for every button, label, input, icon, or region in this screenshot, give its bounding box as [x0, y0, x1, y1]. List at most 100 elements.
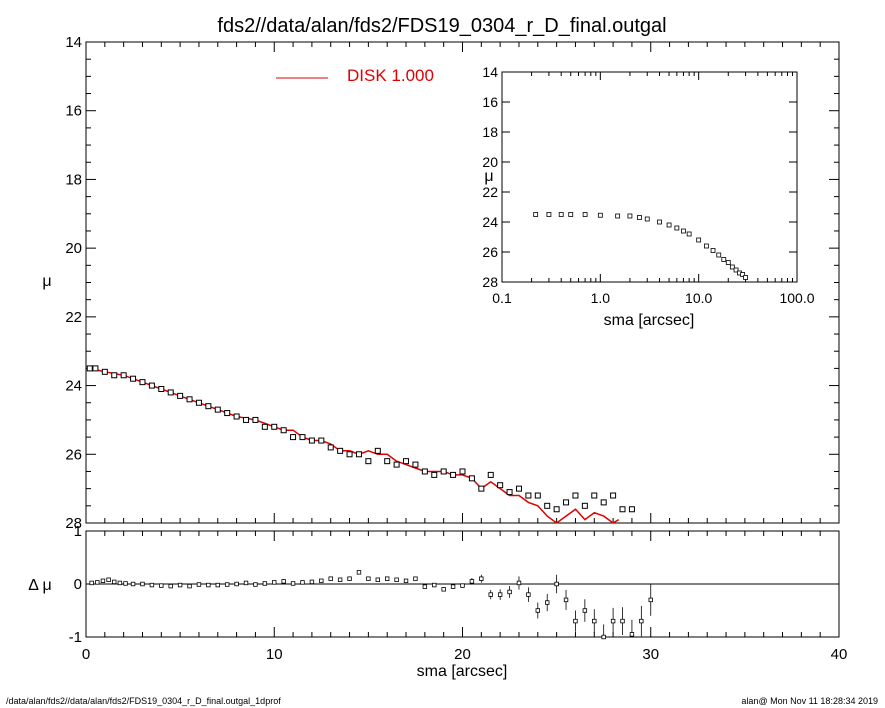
- residual-axis-ticks: 10-10 10 20 30 40: [69, 523, 848, 663]
- inset-data-point: [704, 243, 709, 249]
- data-point: [619, 506, 626, 513]
- main-y-tick-label: 28: [65, 515, 82, 532]
- residual-x-tick-label: 30: [642, 646, 659, 663]
- data-point: [92, 365, 99, 372]
- data-point: [346, 451, 353, 458]
- residual-point: [356, 570, 362, 575]
- inset-data-point: [666, 222, 672, 228]
- data-point: [544, 502, 551, 509]
- residual-panel: 10-10 10 20 30 40 Δ μ sma [arcsec]: [28, 523, 847, 680]
- inset-y-tick-label: 20: [482, 154, 498, 170]
- data-point: [365, 458, 372, 465]
- main-y-label: μ: [42, 273, 51, 290]
- data-point: [563, 499, 570, 506]
- residual-point: [309, 579, 315, 585]
- residual-point: [516, 580, 522, 586]
- footer-right: alan@ Mon Nov 11 18:28:34 2019: [741, 696, 878, 706]
- data-point: [610, 492, 617, 499]
- residual-point: [149, 582, 155, 588]
- data-point: [431, 471, 438, 478]
- inset-axis-ticks: 14 16 18 20 22 24 26 280.1 1.0 10.0 100.0: [482, 64, 814, 306]
- residual-point: [117, 580, 123, 586]
- residual-point: [300, 580, 305, 585]
- residual-point: [526, 592, 531, 597]
- residual-point: [337, 577, 343, 582]
- residual-point: [629, 632, 635, 637]
- residual-point: [187, 583, 192, 589]
- main-axis-ticks: 14 16 18 20 22 24 26 28: [65, 34, 840, 532]
- data-point: [515, 485, 522, 492]
- inset-data-point: [558, 212, 564, 217]
- data-point: [224, 410, 231, 417]
- inset-y-tick-label: 28: [482, 274, 498, 290]
- inset-x-tick-label: 100.0: [779, 290, 814, 306]
- residual-point: [545, 600, 550, 605]
- residual-point: [384, 576, 390, 581]
- data-point: [450, 471, 457, 478]
- data-point: [233, 413, 240, 420]
- data-point: [440, 468, 447, 475]
- inset-x-tick-label: 0.1: [492, 290, 512, 306]
- residual-point: [403, 578, 409, 584]
- residual-x-tick-label: 0: [82, 646, 90, 663]
- data-point: [139, 379, 146, 386]
- residual-point: [366, 576, 371, 581]
- residual-point: [100, 578, 106, 584]
- residual-point: [497, 592, 503, 597]
- residual-point: [253, 582, 258, 587]
- inset-data-point: [568, 212, 574, 217]
- residual-point: [206, 582, 211, 588]
- data-point: [252, 416, 259, 423]
- inset-data-point: [733, 267, 739, 273]
- inset-data-point: [674, 225, 680, 231]
- data-point: [384, 458, 391, 465]
- residual-y-label: Δ μ: [28, 577, 51, 594]
- main-y-tick-label: 26: [65, 446, 82, 463]
- residual-point: [592, 618, 597, 624]
- residual-point: [610, 618, 616, 624]
- data-point: [261, 423, 268, 430]
- residual-point: [328, 576, 333, 581]
- inset-data-point: [716, 252, 722, 258]
- residual-x-tick-label: 40: [831, 646, 848, 663]
- data-point: [318, 437, 325, 444]
- residual-point: [488, 592, 493, 597]
- residual-point: [375, 577, 380, 582]
- inset-data-point: [597, 212, 603, 218]
- residual-point: [319, 578, 324, 584]
- residual-point: [563, 597, 569, 603]
- data-point: [628, 506, 635, 513]
- data-point: [581, 502, 588, 509]
- residual-point: [535, 608, 540, 613]
- residual-point: [243, 580, 249, 586]
- inset-y-tick-label: 24: [482, 214, 498, 230]
- inset-data-point: [725, 260, 731, 265]
- main-y-tick-label: 20: [65, 240, 82, 257]
- residual-point: [215, 582, 220, 588]
- inset-background: [501, 71, 798, 283]
- data-point: [374, 447, 381, 454]
- residual-point: [281, 579, 286, 584]
- inset-y-tick-label: 14: [482, 64, 498, 80]
- residual-point: [347, 576, 352, 581]
- data-point: [337, 447, 344, 454]
- footer-left: /data/alan/fds2//data/alan/fds2/FDS19_03…: [6, 696, 281, 706]
- inset-data-point: [533, 212, 539, 217]
- data-point: [167, 389, 174, 396]
- inset-data-point: [721, 257, 727, 262]
- residual-point: [159, 583, 164, 588]
- inset-data-point: [637, 215, 642, 220]
- inset-panel: 14 16 18 20 22 24 26 280.1 1.0 10.0 100.0 μ sma [a…: [482, 64, 814, 329]
- data-point: [299, 434, 306, 441]
- residual-x-label: sma [arcsec]: [417, 663, 508, 680]
- main-data-marks: [86, 365, 635, 524]
- data-point: [280, 427, 287, 434]
- main-y-tick-label: 16: [65, 103, 82, 120]
- inset-data-point: [686, 231, 692, 237]
- residual-point: [432, 582, 437, 588]
- residual-point: [106, 577, 111, 582]
- data-point: [120, 372, 127, 379]
- residual-point: [394, 577, 399, 582]
- data-point: [487, 471, 494, 478]
